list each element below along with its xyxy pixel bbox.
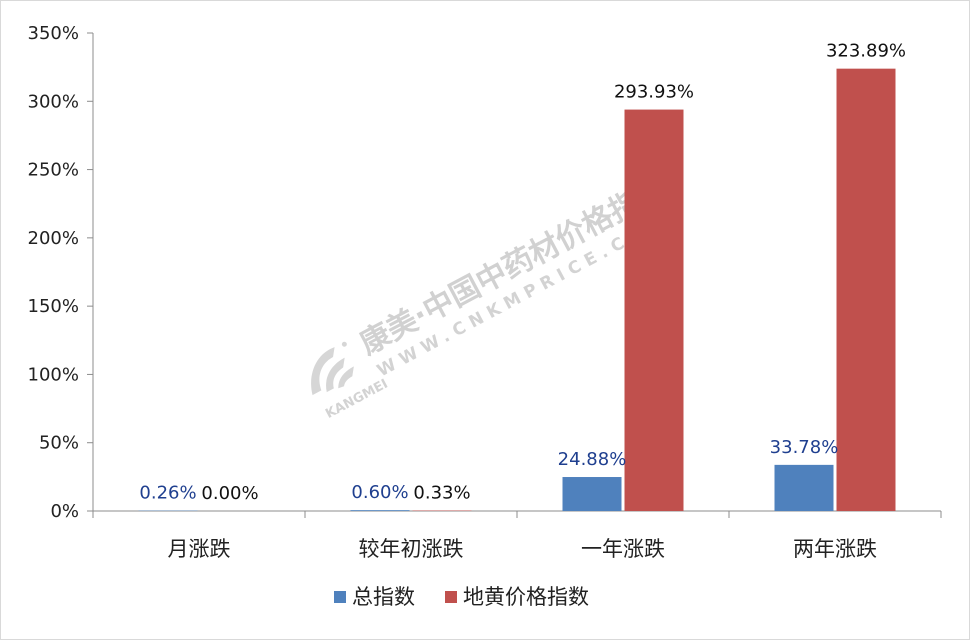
data-label: 0.33% <box>413 483 470 504</box>
data-label: 323.89% <box>826 41 906 62</box>
bars <box>138 68 896 512</box>
x-category-label: 较年初涨跌 <box>359 537 464 561</box>
data-label: 0.00% <box>201 483 258 504</box>
bar-dihuang-index <box>624 109 684 512</box>
data-label: 293.93% <box>614 82 694 103</box>
y-axis: 0% 50% 100% 150% 200% 250% 300% 350% <box>28 23 94 522</box>
data-label: 24.88% <box>558 449 627 470</box>
legend-swatch <box>445 591 457 603</box>
x-category-label: 一年涨跌 <box>581 537 665 561</box>
watermark-brand-text: KANGMEI <box>323 377 390 422</box>
x-category-label: 两年涨跌 <box>793 537 877 561</box>
bar-total-index <box>774 464 834 511</box>
y-tick-label: 350% <box>28 23 79 44</box>
legend-label: 总指数 <box>352 585 415 609</box>
x-category-label: 月涨跌 <box>168 537 231 561</box>
y-tick-label: 250% <box>28 160 79 181</box>
y-tick-label: 150% <box>28 296 79 317</box>
legend-swatch <box>334 591 346 603</box>
legend-label: 地黄价格指数 <box>463 585 589 609</box>
y-tick-label: 200% <box>28 228 79 249</box>
kangmei-logo-icon <box>311 341 354 396</box>
y-tick-label: 300% <box>28 91 79 112</box>
x-axis: 月涨跌 较年初涨跌 一年涨跌 两年涨跌 <box>92 510 942 561</box>
bar-dihuang-index <box>836 68 896 511</box>
bar-total-index <box>350 510 410 511</box>
legend: 总指数 地黄价格指数 <box>334 585 589 609</box>
y-tick-label: 50% <box>39 433 79 454</box>
y-tick-label: 0% <box>50 501 79 522</box>
bar-total-index <box>562 477 622 511</box>
data-label: 0.26% <box>139 483 196 504</box>
data-label: 33.78% <box>770 437 839 458</box>
y-tick-label: 100% <box>28 364 79 385</box>
data-labels: 0.26% 0.00% 0.60% 0.33% 24.88% 293.93% 33.78% 3… <box>139 41 906 504</box>
data-label: 0.60% <box>351 482 408 503</box>
